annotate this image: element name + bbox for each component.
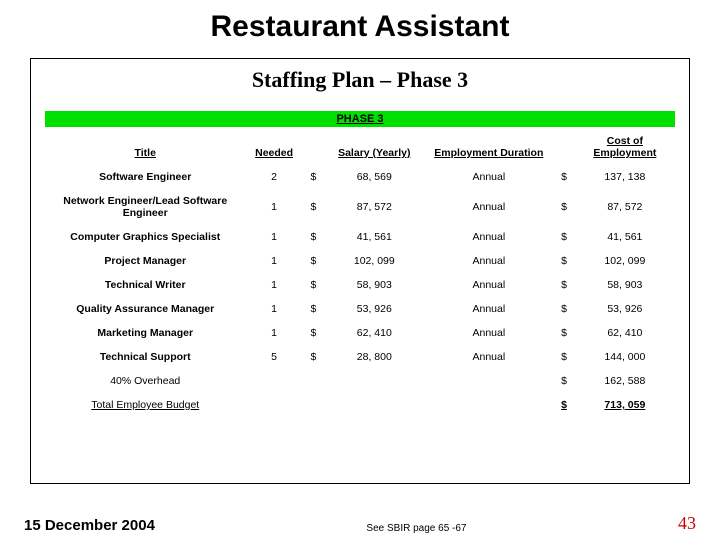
row-salary-currency: $ <box>303 249 324 273</box>
row-cost-currency: $ <box>553 321 574 345</box>
col-header-currency-salary <box>303 133 324 165</box>
row-title: Technical Support <box>45 345 245 369</box>
row-needed: 1 <box>245 249 302 273</box>
row-salary-currency: $ <box>303 345 324 369</box>
row-salary: 41, 561 <box>324 225 424 249</box>
row-needed: 2 <box>245 165 302 189</box>
table-row: Technical Support5$28, 800Annual$144, 00… <box>45 345 675 369</box>
row-cost: 137, 138 <box>575 165 675 189</box>
row-needed: 1 <box>245 189 302 225</box>
overhead-label: 40% Overhead <box>45 369 245 393</box>
row-salary: 28, 800 <box>324 345 424 369</box>
row-cost: 62, 410 <box>575 321 675 345</box>
row-needed: 1 <box>245 225 302 249</box>
content-box: Staffing Plan – Phase 3 PHASE 3 Title Ne… <box>30 58 690 484</box>
row-duration: Annual <box>424 273 553 297</box>
row-duration: Annual <box>424 249 553 273</box>
total-cost: 713, 059 <box>575 393 675 417</box>
row-needed: 5 <box>245 345 302 369</box>
row-cost: 87, 572 <box>575 189 675 225</box>
row-salary-currency: $ <box>303 273 324 297</box>
row-title: Computer Graphics Specialist <box>45 225 245 249</box>
row-salary-currency: $ <box>303 321 324 345</box>
row-needed: 1 <box>245 297 302 321</box>
row-salary-currency: $ <box>303 297 324 321</box>
table-row: Technical Writer1$58, 903Annual$58, 903 <box>45 273 675 297</box>
row-salary: 58, 903 <box>324 273 424 297</box>
row-salary: 102, 099 <box>324 249 424 273</box>
total-currency: $ <box>553 393 574 417</box>
row-cost-currency: $ <box>553 273 574 297</box>
total-row: Total Employee Budget $ 713, 059 <box>45 393 675 417</box>
table-row: Software Engineer2$68, 569Annual$137, 13… <box>45 165 675 189</box>
row-salary-currency: $ <box>303 225 324 249</box>
row-cost-currency: $ <box>553 345 574 369</box>
table-row: Quality Assurance Manager1$53, 926Annual… <box>45 297 675 321</box>
row-title: Network Engineer/Lead Software Engineer <box>45 189 245 225</box>
row-cost-currency: $ <box>553 225 574 249</box>
col-header-salary: Salary (Yearly) <box>324 133 424 165</box>
footer: 15 December 2004 See SBIR page 65 -67 43 <box>0 513 720 534</box>
row-title: Marketing Manager <box>45 321 245 345</box>
footer-date: 15 December 2004 <box>24 517 155 534</box>
row-title: Technical Writer <box>45 273 245 297</box>
overhead-cost: 162, 588 <box>575 369 675 393</box>
subtitle: Staffing Plan – Phase 3 <box>45 67 675 93</box>
row-cost-currency: $ <box>553 189 574 225</box>
row-salary: 87, 572 <box>324 189 424 225</box>
slide: Restaurant Assistant Staffing Plan – Pha… <box>0 0 720 540</box>
phase-band: PHASE 3 <box>45 111 675 127</box>
row-cost: 102, 099 <box>575 249 675 273</box>
overhead-currency: $ <box>553 369 574 393</box>
main-title: Restaurant Assistant <box>0 0 720 44</box>
row-duration: Annual <box>424 345 553 369</box>
row-cost: 41, 561 <box>575 225 675 249</box>
staffing-table: Title Needed Salary (Yearly) Employment … <box>45 133 675 417</box>
row-cost: 58, 903 <box>575 273 675 297</box>
row-cost: 144, 000 <box>575 345 675 369</box>
table-row: Project Manager1$102, 099Annual$102, 099 <box>45 249 675 273</box>
row-cost: 53, 926 <box>575 297 675 321</box>
row-salary: 62, 410 <box>324 321 424 345</box>
table-row: Computer Graphics Specialist1$41, 561Ann… <box>45 225 675 249</box>
row-duration: Annual <box>424 165 553 189</box>
row-salary-currency: $ <box>303 189 324 225</box>
footer-page-number: 43 <box>678 513 696 534</box>
table-header-row: Title Needed Salary (Yearly) Employment … <box>45 133 675 165</box>
row-cost-currency: $ <box>553 165 574 189</box>
row-duration: Annual <box>424 297 553 321</box>
row-needed: 1 <box>245 273 302 297</box>
col-header-duration: Employment Duration <box>424 133 553 165</box>
row-duration: Annual <box>424 225 553 249</box>
row-title: Project Manager <box>45 249 245 273</box>
table-row: Marketing Manager1$62, 410Annual$62, 410 <box>45 321 675 345</box>
col-header-currency-cost <box>553 133 574 165</box>
table-row: Network Engineer/Lead Software Engineer1… <box>45 189 675 225</box>
row-cost-currency: $ <box>553 249 574 273</box>
row-title: Quality Assurance Manager <box>45 297 245 321</box>
col-header-title: Title <box>45 133 245 165</box>
row-duration: Annual <box>424 321 553 345</box>
row-salary: 53, 926 <box>324 297 424 321</box>
row-salary-currency: $ <box>303 165 324 189</box>
footer-note: See SBIR page 65 -67 <box>155 523 678 534</box>
col-header-cost: Cost of Employment <box>575 133 675 165</box>
overhead-row: 40% Overhead $ 162, 588 <box>45 369 675 393</box>
total-label: Total Employee Budget <box>45 393 245 417</box>
col-header-needed: Needed <box>245 133 302 165</box>
row-salary: 68, 569 <box>324 165 424 189</box>
row-cost-currency: $ <box>553 297 574 321</box>
row-title: Software Engineer <box>45 165 245 189</box>
row-needed: 1 <box>245 321 302 345</box>
row-duration: Annual <box>424 189 553 225</box>
